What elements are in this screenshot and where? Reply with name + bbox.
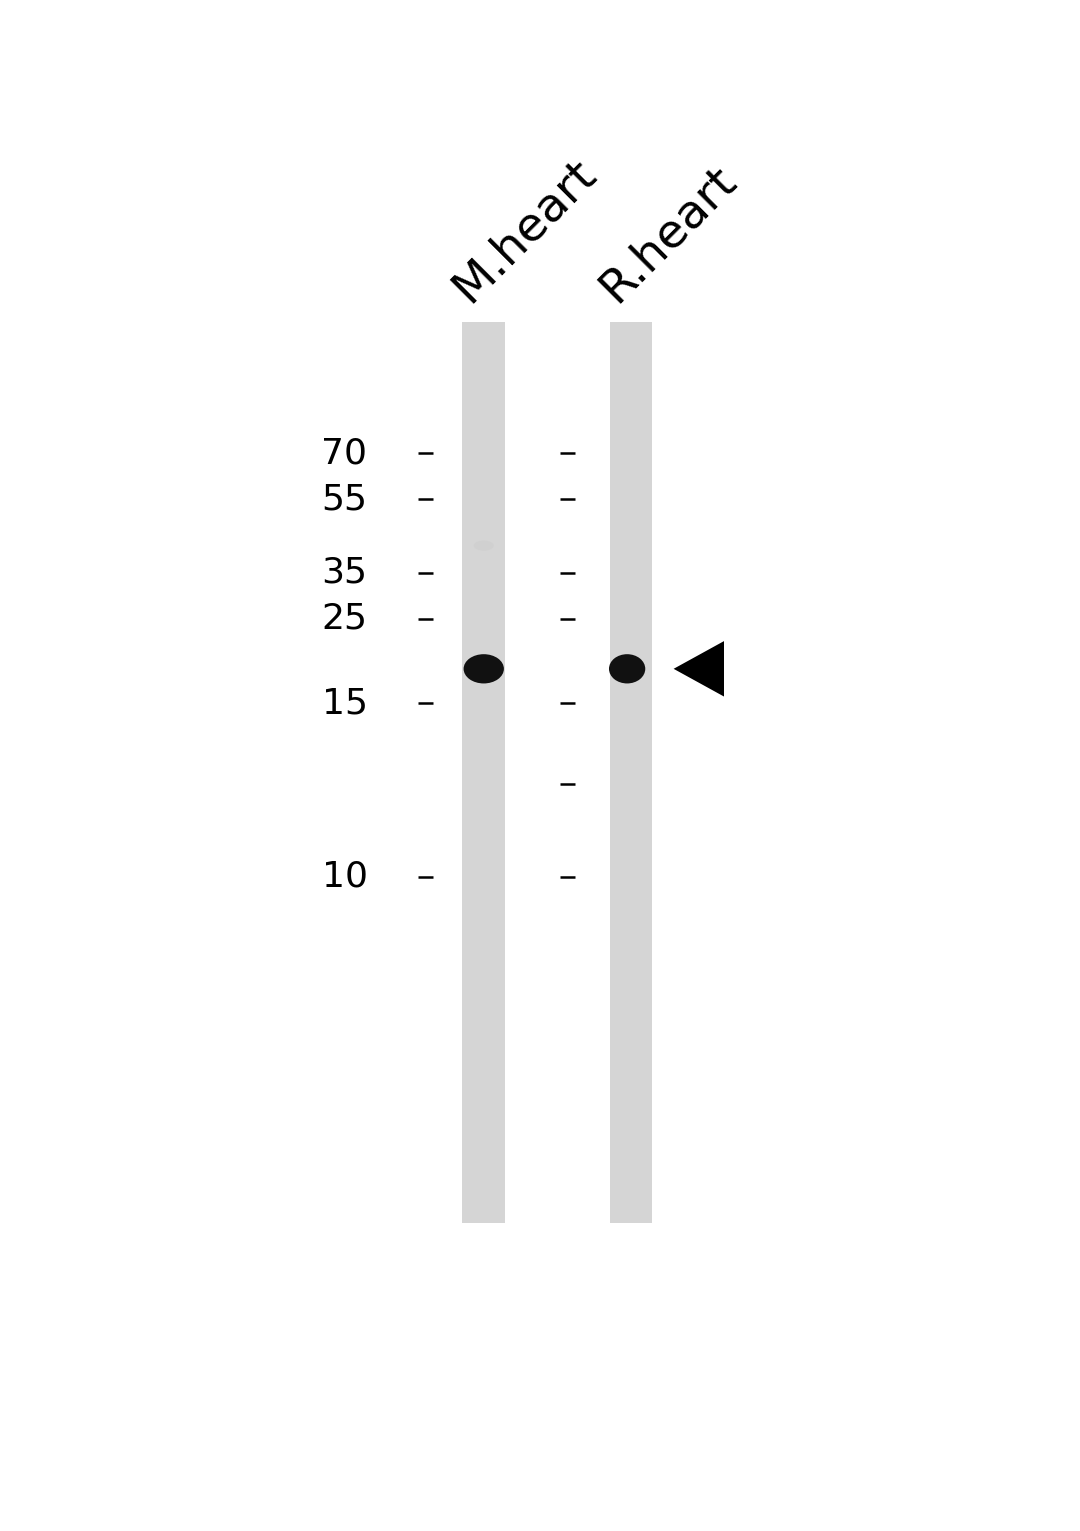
Text: 55: 55 [322, 482, 367, 516]
Ellipse shape [463, 654, 504, 683]
Text: R.heart: R.heart [592, 158, 745, 311]
Bar [462, 323, 505, 1223]
Text: 25: 25 [322, 602, 367, 635]
Ellipse shape [474, 540, 494, 551]
Text: 15: 15 [322, 686, 367, 721]
Ellipse shape [609, 654, 645, 683]
Bar [610, 323, 652, 1223]
Text: 10: 10 [322, 860, 367, 894]
Text: 35: 35 [322, 556, 367, 589]
Polygon shape [674, 641, 724, 697]
Text: 70: 70 [322, 436, 367, 470]
Text: M.heart: M.heart [444, 150, 605, 311]
